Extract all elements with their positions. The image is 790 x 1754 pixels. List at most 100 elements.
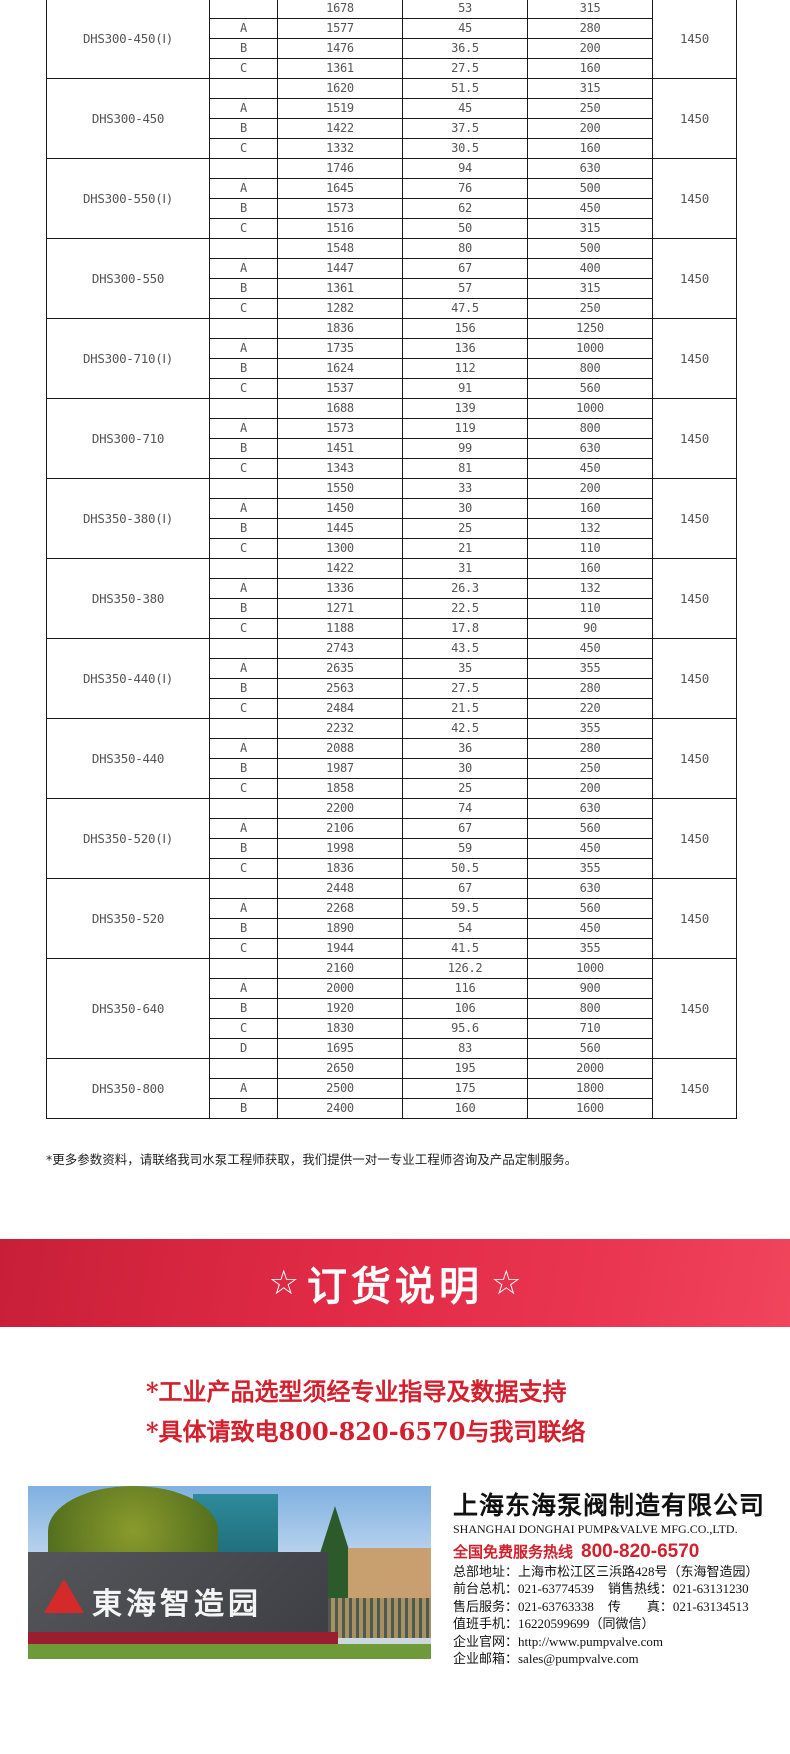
power-cell: 250 bbox=[527, 98, 653, 119]
flow-cell: 1519 bbox=[277, 98, 403, 119]
power-cell: 200 bbox=[527, 478, 653, 499]
head-cell: 62 bbox=[402, 198, 528, 219]
variant-cell bbox=[209, 1058, 278, 1079]
table-row: B 2400 160 1600 bbox=[47, 1098, 737, 1119]
power-cell: 90 bbox=[527, 618, 653, 639]
model-cell: DHS350-440(Ⅰ) bbox=[46, 638, 210, 719]
footnote: *更多参数资料，请联络我司水泵工程师获取，我们提供一对一专业工程师咨询及产品定制… bbox=[46, 1152, 578, 1167]
variant-cell: A bbox=[209, 1078, 278, 1099]
flow-cell: 1336 bbox=[277, 578, 403, 599]
power-cell: 132 bbox=[527, 578, 653, 599]
flow-cell: 1422 bbox=[277, 118, 403, 139]
power-cell: 2000 bbox=[527, 1058, 653, 1079]
table-row: C 2484 21.5 220 bbox=[47, 698, 737, 719]
flow-cell: 1447 bbox=[277, 258, 403, 279]
power-cell: 1600 bbox=[527, 1098, 653, 1119]
power-cell: 630 bbox=[527, 798, 653, 819]
hotline-number[interactable]: 800-820-6570 bbox=[581, 1541, 700, 1562]
speed-cell: 1450 bbox=[652, 398, 737, 479]
head-cell: 67 bbox=[402, 258, 528, 279]
head-cell: 80 bbox=[402, 238, 528, 259]
star-icon: ☆ bbox=[268, 1263, 299, 1303]
table-row: DHS350-440 2232 42.5 355 1450 bbox=[46, 718, 737, 799]
flow-cell: 2484 bbox=[277, 698, 403, 719]
website-link[interactable]: 企业官网：http://www.pumpvalve.com bbox=[453, 1633, 664, 1649]
flow-cell: 1516 bbox=[277, 218, 403, 239]
speed-cell: 1450 bbox=[652, 558, 737, 639]
power-cell: 1800 bbox=[527, 1078, 653, 1099]
variant-cell: B bbox=[209, 278, 278, 299]
head-cell: 67 bbox=[402, 818, 528, 839]
power-cell: 315 bbox=[527, 0, 653, 19]
front-desk-phone: 前台总机：021-63774539 bbox=[453, 1581, 594, 1597]
head-cell: 30 bbox=[402, 758, 528, 779]
power-cell: 220 bbox=[527, 698, 653, 719]
head-cell: 27.5 bbox=[402, 58, 528, 79]
model-cell: DHS350-640 bbox=[46, 958, 210, 1059]
head-cell: 45 bbox=[402, 18, 528, 39]
email-link[interactable]: 企业邮箱：sales@pumpvalve.com bbox=[453, 1651, 639, 1667]
variant-cell: D bbox=[209, 1038, 278, 1059]
head-cell: 35 bbox=[402, 658, 528, 679]
model-cell: DHS300-550 bbox=[46, 238, 210, 319]
flow-cell: 1836 bbox=[277, 858, 403, 879]
power-cell: 200 bbox=[527, 38, 653, 59]
flow-cell: 1361 bbox=[277, 58, 403, 79]
power-cell: 500 bbox=[527, 178, 653, 199]
variant-cell: A bbox=[209, 978, 278, 999]
gate bbox=[328, 1598, 431, 1638]
head-cell: 99 bbox=[402, 438, 528, 459]
table-row: C 1343 81 450 bbox=[47, 458, 737, 479]
variant-cell: A bbox=[209, 738, 278, 759]
phone-line: 前台总机：021-63774539 销售热线：021-63131230 bbox=[453, 1580, 773, 1597]
table-row: B 1987 30 250 bbox=[47, 758, 737, 779]
flow-cell: 2200 bbox=[277, 798, 403, 819]
grass bbox=[28, 1644, 431, 1659]
table-row: DHS350-640 2160 126.2 1000 1450 bbox=[46, 958, 737, 1059]
variant-cell: B bbox=[209, 198, 278, 219]
flow-cell: 1282 bbox=[277, 298, 403, 319]
variant-cell: B bbox=[209, 918, 278, 939]
flow-cell: 1332 bbox=[277, 138, 403, 159]
company-info: 上海东海泵阀制造有限公司 SHANGHAI DONGHAI PUMP&VALVE… bbox=[453, 1486, 773, 1667]
head-cell: 26.3 bbox=[402, 578, 528, 599]
power-cell: 1250 bbox=[527, 318, 653, 339]
variant-cell: A bbox=[209, 898, 278, 919]
flow-cell: 1890 bbox=[277, 918, 403, 939]
speed-cell: 1450 bbox=[652, 0, 737, 79]
table-row: A 2106 67 560 bbox=[47, 818, 737, 839]
variant-cell bbox=[209, 478, 278, 499]
power-cell: 900 bbox=[527, 978, 653, 999]
table-row: A 2000 116 900 bbox=[47, 978, 737, 999]
flow-cell: 1858 bbox=[277, 778, 403, 799]
hedge bbox=[28, 1632, 338, 1646]
phone-line: 售后服务：021-63763338 传 真：021-63134513 bbox=[453, 1598, 773, 1615]
variant-cell bbox=[209, 718, 278, 739]
power-cell: 250 bbox=[527, 758, 653, 779]
power-cell: 132 bbox=[527, 518, 653, 539]
variant-cell bbox=[209, 798, 278, 819]
power-cell: 160 bbox=[527, 138, 653, 159]
table-row: DHS300-450(Ⅰ) 1678 53 315 1450 bbox=[46, 0, 737, 79]
flow-cell: 1445 bbox=[277, 518, 403, 539]
power-cell: 450 bbox=[527, 838, 653, 859]
head-cell: 33 bbox=[402, 478, 528, 499]
power-cell: 800 bbox=[527, 998, 653, 1019]
table-row: DHS350-380(Ⅰ) 1550 33 200 1450 bbox=[46, 478, 737, 559]
power-cell: 315 bbox=[527, 218, 653, 239]
head-cell: 76 bbox=[402, 178, 528, 199]
flow-cell: 2563 bbox=[277, 678, 403, 699]
variant-cell: A bbox=[209, 18, 278, 39]
head-cell: 50.5 bbox=[402, 858, 528, 879]
order-notes: *工业产品选型须经专业指导及数据支持 *具体请致电800-820-6570与我司… bbox=[146, 1372, 585, 1452]
variant-cell: C bbox=[209, 218, 278, 239]
head-cell: 112 bbox=[402, 358, 528, 379]
order-info-banner: ☆ 订货说明 ☆ bbox=[0, 1239, 790, 1327]
flow-cell: 1300 bbox=[277, 538, 403, 559]
power-cell: 160 bbox=[527, 58, 653, 79]
model-cell: DHS300-450 bbox=[46, 78, 210, 159]
flow-cell: 1573 bbox=[277, 418, 403, 439]
power-cell: 630 bbox=[527, 438, 653, 459]
head-cell: 53 bbox=[402, 0, 528, 19]
table-row: B 1920 106 800 bbox=[47, 998, 737, 1019]
